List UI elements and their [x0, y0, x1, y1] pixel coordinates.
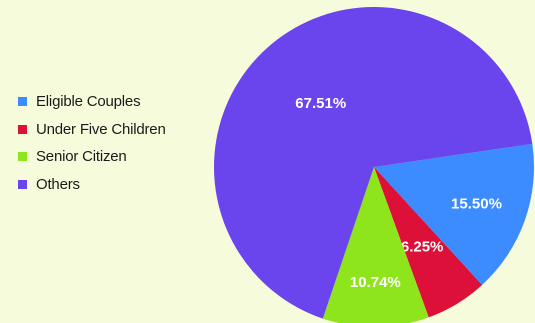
pie-slice-others — [214, 7, 533, 319]
legend-swatch — [18, 179, 27, 189]
pie-slice-senior-citizen — [322, 167, 429, 323]
pie-slice-eligible-couples — [374, 143, 534, 285]
legend-item-others: Others — [18, 171, 166, 199]
slice-value-label: 67.51% — [295, 95, 346, 112]
legend-label: Under Five Children — [36, 120, 166, 138]
slice-value-label: 6.25% — [401, 238, 444, 255]
chart-legend: Eligible Couples Under Five Children Sen… — [18, 88, 166, 198]
legend-label: Eligible Couples — [36, 93, 141, 111]
legend-swatch — [18, 152, 27, 162]
slice-value-label: 15.50% — [451, 195, 502, 212]
legend-item-under-five-children: Under Five Children — [18, 116, 166, 144]
legend-swatch — [18, 97, 27, 107]
slice-value-label: 10.74% — [350, 274, 401, 291]
legend-item-eligible-couples: Eligible Couples — [18, 88, 166, 116]
legend-label: Others — [36, 175, 80, 193]
legend-item-senior-citizen: Senior Citizen — [18, 143, 166, 171]
legend-swatch — [18, 124, 27, 134]
pie-slice-under-five-children — [374, 167, 483, 318]
legend-label: Senior Citizen — [36, 148, 127, 166]
